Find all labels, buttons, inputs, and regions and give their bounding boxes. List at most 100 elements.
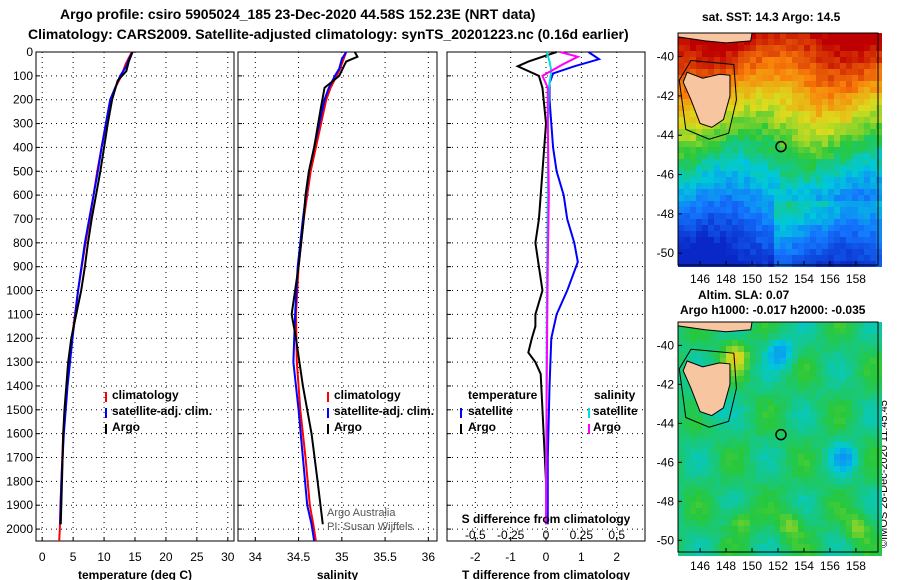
- map-cell: [852, 478, 858, 484]
- map-cell: [726, 135, 732, 141]
- map-cell: [690, 63, 696, 69]
- map-cell: [864, 201, 870, 207]
- map-cell: [786, 141, 792, 147]
- map-cell: [804, 99, 810, 105]
- x-tick-label: 34: [249, 550, 263, 564]
- map-cell: [828, 520, 834, 526]
- map-cell: [852, 400, 858, 406]
- map-cell: [810, 544, 816, 550]
- map-cell: [738, 99, 744, 105]
- map-cell: [786, 237, 792, 243]
- map-cell: [768, 538, 774, 544]
- map-cell: [834, 57, 840, 63]
- map-cell: [738, 394, 744, 400]
- map-cell: [738, 520, 744, 526]
- map-cell: [768, 255, 774, 261]
- map-cell: [828, 261, 834, 267]
- map-cell: [786, 442, 792, 448]
- map-cell: [792, 340, 798, 346]
- map-cell: [678, 225, 684, 231]
- map-cell: [840, 195, 846, 201]
- map-cell: [708, 478, 714, 484]
- map-cell: [792, 448, 798, 454]
- map-cell: [720, 460, 726, 466]
- x-tick-label: 36: [422, 550, 436, 564]
- map-cell: [726, 117, 732, 123]
- map-cell: [792, 346, 798, 352]
- map-cell: [744, 370, 750, 376]
- map-cell: [744, 123, 750, 129]
- map-cell: [780, 207, 786, 213]
- map-cell: [714, 147, 720, 153]
- map-cell: [876, 33, 882, 39]
- map-cell: [858, 213, 864, 219]
- map-cell: [828, 57, 834, 63]
- map-cell: [858, 526, 864, 532]
- map-cell: [840, 370, 846, 376]
- map-cell: [744, 424, 750, 430]
- map-cell: [690, 261, 696, 267]
- map-cell: [864, 87, 870, 93]
- map-cell: [762, 129, 768, 135]
- map-cell: [816, 171, 822, 177]
- map-cell: [876, 466, 882, 472]
- map-cell: [810, 364, 816, 370]
- map-cell: [792, 147, 798, 153]
- map-cell: [858, 508, 864, 514]
- map-cell: [720, 472, 726, 478]
- map-cell: [768, 550, 774, 556]
- map-cell: [690, 460, 696, 466]
- map-cell: [780, 219, 786, 225]
- map-cell: [840, 177, 846, 183]
- map-cell: [774, 424, 780, 430]
- map-cell: [744, 219, 750, 225]
- map-cell: [726, 532, 732, 538]
- map-cell: [678, 550, 684, 556]
- map-cell: [846, 153, 852, 159]
- map-cell: [798, 538, 804, 544]
- map-cell: [834, 51, 840, 57]
- map-cell: [846, 147, 852, 153]
- map-cell: [870, 430, 876, 436]
- map-cell: [696, 460, 702, 466]
- map-cell: [816, 322, 822, 328]
- map-cell: [696, 183, 702, 189]
- map-cell: [834, 496, 840, 502]
- map-cell: [696, 129, 702, 135]
- map-cell: [822, 147, 828, 153]
- map-cell: [738, 243, 744, 249]
- map-cell: [732, 195, 738, 201]
- map-cell: [792, 93, 798, 99]
- map-cell: [750, 87, 756, 93]
- map-cell: [738, 388, 744, 394]
- map-cell: [834, 213, 840, 219]
- map-cell: [864, 99, 870, 105]
- map-cell: [846, 394, 852, 400]
- map-cell: [696, 544, 702, 550]
- map-cell: [846, 436, 852, 442]
- map-cell: [744, 544, 750, 550]
- map-cell: [840, 117, 846, 123]
- map-cell: [780, 496, 786, 502]
- map-cell: [744, 249, 750, 255]
- map-cell: [732, 538, 738, 544]
- map-cell: [732, 189, 738, 195]
- y-tick-label: 900: [13, 260, 33, 274]
- map-cell: [858, 538, 864, 544]
- map-cell: [762, 105, 768, 111]
- map-cell: [720, 358, 726, 364]
- map-cell: [774, 400, 780, 406]
- map-cell: [816, 135, 822, 141]
- map-cell: [690, 328, 696, 334]
- map-cell: [798, 466, 804, 472]
- map-cell: [828, 394, 834, 400]
- map-cell: [756, 496, 762, 502]
- map-cell: [690, 105, 696, 111]
- map-cell: [702, 165, 708, 171]
- map-cell: [840, 544, 846, 550]
- map-cell: [804, 526, 810, 532]
- map-cell: [834, 99, 840, 105]
- map-cell: [804, 418, 810, 424]
- map-cell: [762, 328, 768, 334]
- map-cell: [840, 201, 846, 207]
